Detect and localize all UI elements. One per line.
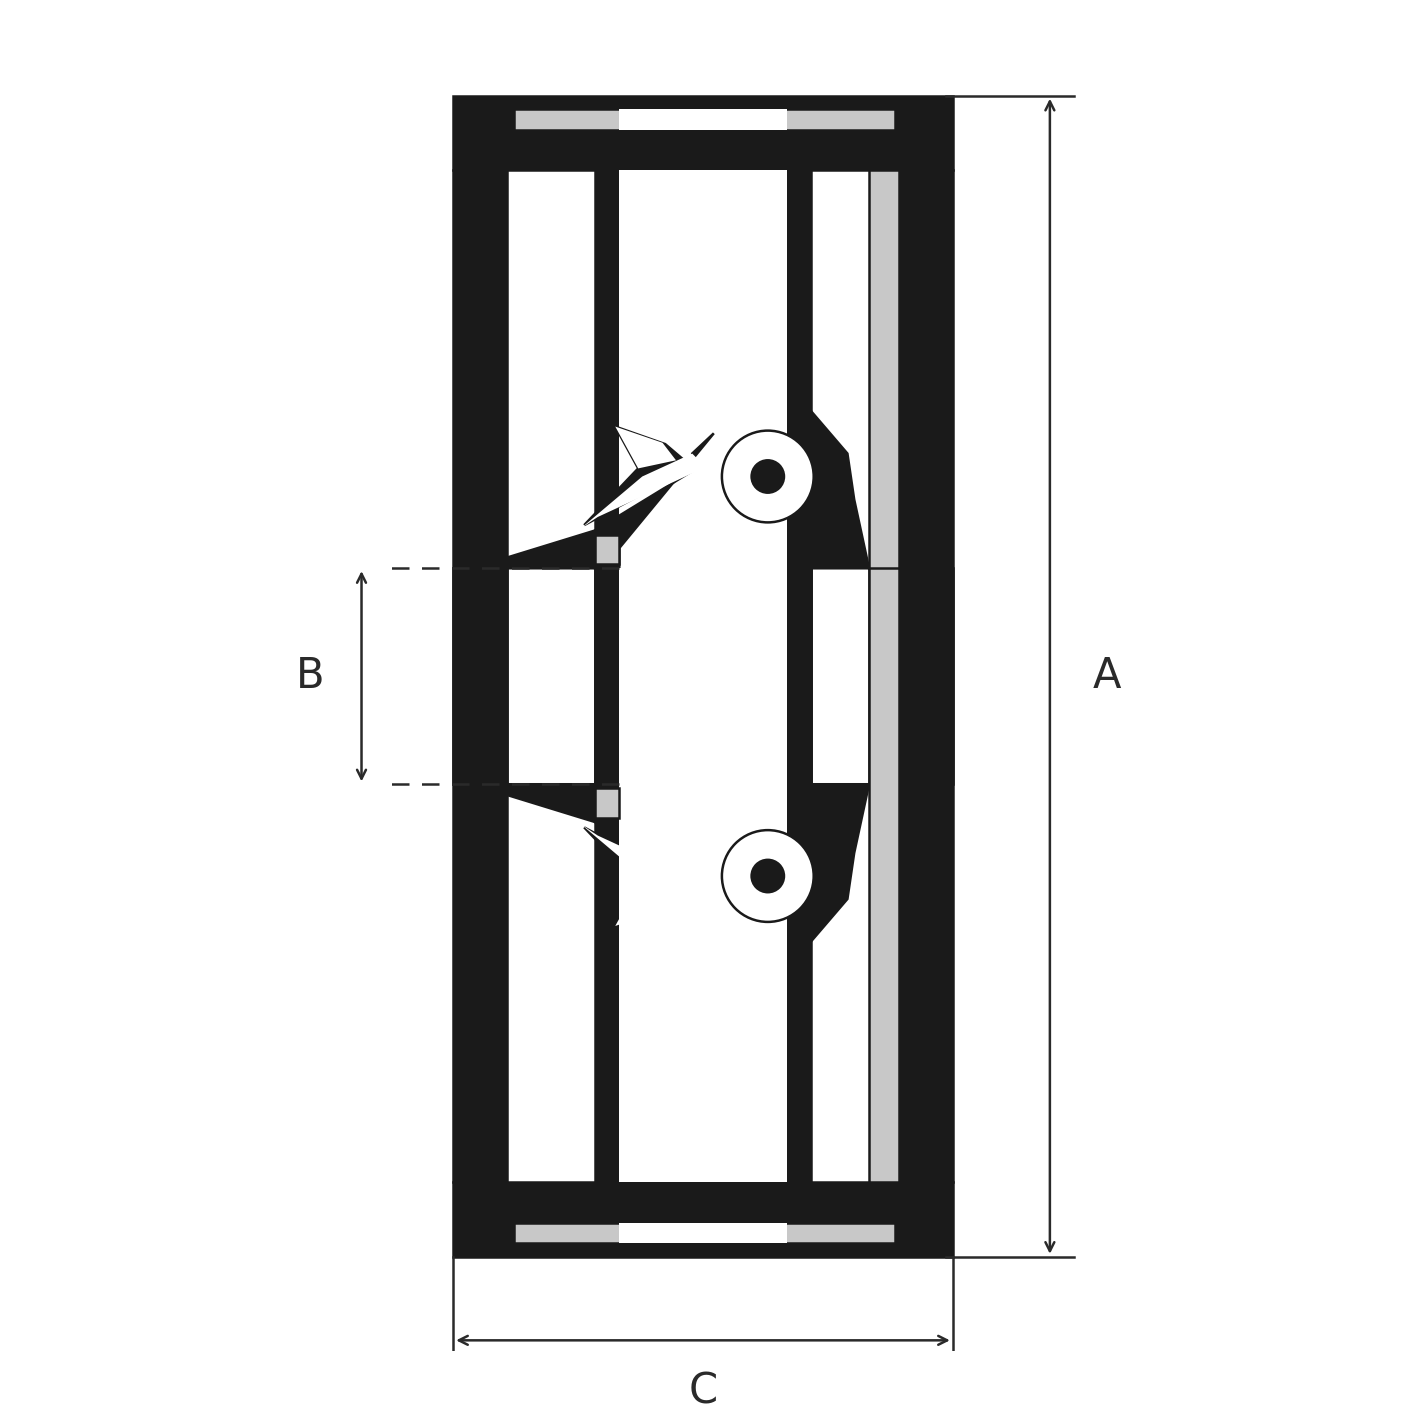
Polygon shape (595, 568, 619, 1182)
Circle shape (721, 430, 814, 523)
Polygon shape (595, 789, 619, 818)
Polygon shape (515, 1223, 894, 1243)
Text: C: C (689, 1371, 717, 1406)
Polygon shape (453, 568, 508, 1182)
Text: A: A (1092, 655, 1121, 697)
Polygon shape (619, 170, 787, 785)
Polygon shape (595, 568, 619, 785)
Polygon shape (453, 170, 508, 785)
Polygon shape (898, 170, 953, 785)
Polygon shape (619, 568, 787, 785)
Polygon shape (508, 406, 898, 568)
Polygon shape (787, 568, 811, 785)
Polygon shape (619, 110, 787, 129)
Polygon shape (453, 96, 953, 170)
Polygon shape (787, 170, 811, 785)
Polygon shape (515, 110, 894, 129)
Polygon shape (595, 170, 619, 785)
Circle shape (751, 460, 785, 494)
Polygon shape (787, 568, 811, 1182)
Text: B: B (295, 655, 325, 697)
Polygon shape (585, 426, 692, 524)
Circle shape (751, 859, 785, 893)
Polygon shape (453, 1182, 953, 1257)
Polygon shape (585, 828, 692, 927)
Polygon shape (616, 426, 676, 468)
Polygon shape (869, 170, 898, 785)
Polygon shape (582, 825, 706, 898)
Circle shape (721, 830, 814, 922)
Polygon shape (595, 433, 714, 568)
Polygon shape (595, 785, 714, 920)
Polygon shape (582, 454, 706, 527)
Polygon shape (508, 785, 898, 946)
Polygon shape (619, 1223, 787, 1243)
Polygon shape (619, 568, 787, 1182)
Polygon shape (898, 568, 953, 1182)
Polygon shape (869, 568, 898, 1182)
Polygon shape (595, 534, 619, 564)
Polygon shape (616, 884, 676, 927)
